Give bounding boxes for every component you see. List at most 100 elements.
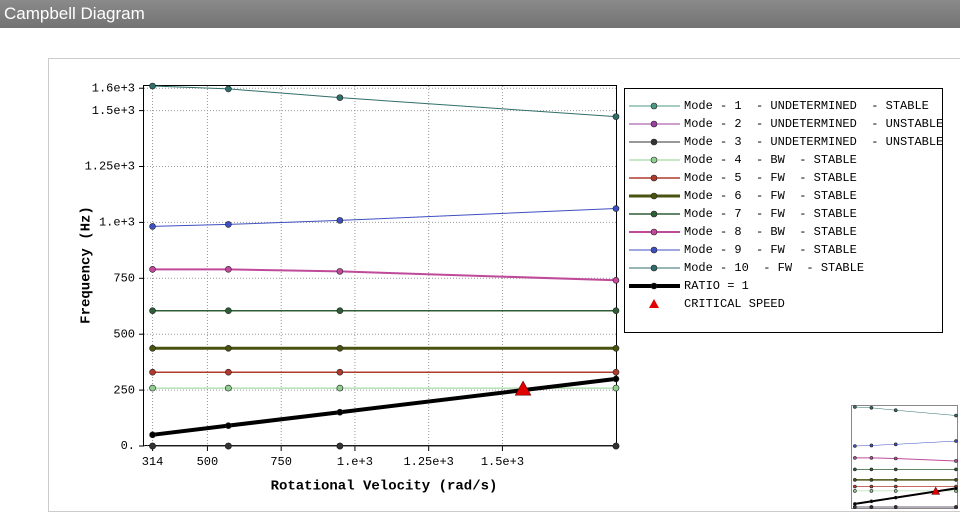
overview-box xyxy=(851,405,958,509)
data-point xyxy=(853,405,857,409)
legend-label: Mode - 3 - UNDETERMINED - UNSTABLE xyxy=(684,135,943,149)
data-point xyxy=(853,484,857,489)
data-point xyxy=(954,413,958,418)
data-point xyxy=(225,266,232,273)
series-line xyxy=(152,268,617,282)
data-point xyxy=(149,82,156,90)
legend-label: Mode - 8 - BW - STABLE xyxy=(684,225,857,239)
data-point xyxy=(149,442,156,450)
data-point xyxy=(149,344,156,352)
data-point xyxy=(853,489,857,493)
x-tick-label: 314 xyxy=(142,455,164,469)
data-point xyxy=(869,489,874,493)
critical-speed-marker xyxy=(514,380,532,396)
data-point xyxy=(225,368,232,376)
y-tick-label: 1.6e+3 xyxy=(92,81,135,95)
data-point xyxy=(954,467,958,472)
legend-label: Mode - 5 - FW - STABLE xyxy=(684,171,857,185)
data-point xyxy=(853,456,857,460)
data-point xyxy=(893,456,898,461)
legend-marker xyxy=(650,156,658,164)
data-point xyxy=(225,422,232,429)
data-point xyxy=(954,459,958,463)
data-point xyxy=(612,307,620,315)
x-tick-label: 500 xyxy=(197,455,219,469)
chart-panel xyxy=(48,58,960,512)
data-point xyxy=(853,478,857,482)
data-point xyxy=(336,217,344,224)
series-line xyxy=(152,376,617,437)
data-point xyxy=(893,505,898,509)
window-title: Campbell Diagram xyxy=(4,4,145,23)
y-axis-title: Frequency (Hz) xyxy=(79,206,95,324)
legend-label: Mode - 7 - FW - STABLE xyxy=(684,207,857,221)
data-point xyxy=(893,408,898,413)
data-point xyxy=(225,344,232,352)
data-point xyxy=(612,344,620,352)
legend-label: Mode - 9 - FW - STABLE xyxy=(684,243,857,257)
data-point xyxy=(336,384,344,392)
data-point xyxy=(336,368,344,376)
x-tick-label: 1.e+3 xyxy=(337,455,373,469)
series-line xyxy=(152,85,617,118)
data-point xyxy=(869,467,874,472)
legend-marker xyxy=(650,210,658,218)
x-axis-title: Rotational Velocity (rad/s) xyxy=(271,479,498,495)
legend-label: Mode - 1 - UNDETERMINED - STABLE xyxy=(684,99,929,113)
data-point xyxy=(225,384,232,392)
data-point xyxy=(149,368,156,376)
data-point xyxy=(869,484,874,489)
data-point xyxy=(869,499,874,504)
data-point xyxy=(612,442,620,450)
data-point xyxy=(149,384,156,392)
data-point xyxy=(336,408,344,416)
data-point xyxy=(336,442,344,450)
y-tick-label: 750 xyxy=(113,271,135,285)
y-tick-label: 1.5e+3 xyxy=(92,104,135,118)
data-point xyxy=(612,277,620,284)
data-point xyxy=(954,505,958,509)
x-tick-label: 1.5e+3 xyxy=(481,455,524,469)
data-point xyxy=(853,467,857,472)
x-tick-label: 1.25e+3 xyxy=(403,455,453,469)
series-line xyxy=(854,487,957,505)
series-line xyxy=(854,406,957,416)
legend-label: Mode - 6 - FW - STABLE xyxy=(684,189,857,203)
y-tick-label: 0. xyxy=(121,439,135,453)
critical-speed-marker xyxy=(931,486,941,495)
data-point xyxy=(869,505,874,509)
legend-marker xyxy=(650,192,658,200)
data-point xyxy=(853,505,857,509)
data-point xyxy=(612,368,620,376)
legend-label: Mode - 10 - FW - STABLE xyxy=(684,261,864,275)
data-point xyxy=(336,94,344,101)
data-point xyxy=(225,442,232,450)
legend-marker xyxy=(650,264,658,272)
legend-marker xyxy=(650,228,658,236)
y-tick-label: 500 xyxy=(113,327,135,341)
legend-label: Mode - 4 - BW - STABLE xyxy=(684,153,857,167)
data-point xyxy=(893,467,898,472)
data-point xyxy=(612,113,620,120)
data-point xyxy=(954,478,958,482)
legend-label: Mode - 2 - UNDETERMINED - UNSTABLE xyxy=(684,117,943,131)
title-bar: Campbell Diagram xyxy=(0,0,960,28)
y-tick-label: 1.25e+3 xyxy=(85,160,135,174)
data-point xyxy=(869,443,874,448)
data-point xyxy=(336,268,344,275)
data-point xyxy=(336,307,344,315)
legend-marker xyxy=(649,299,659,308)
data-point xyxy=(893,484,898,489)
legend-marker xyxy=(650,282,658,290)
legend-marker xyxy=(650,102,658,110)
legend-label: CRITICAL SPEED xyxy=(684,297,785,311)
data-point xyxy=(869,456,874,460)
series-line xyxy=(854,440,957,447)
data-point xyxy=(869,406,874,410)
data-point xyxy=(149,266,156,273)
x-tick-label: 750 xyxy=(270,455,292,469)
data-point xyxy=(225,85,232,93)
data-point xyxy=(869,478,874,482)
